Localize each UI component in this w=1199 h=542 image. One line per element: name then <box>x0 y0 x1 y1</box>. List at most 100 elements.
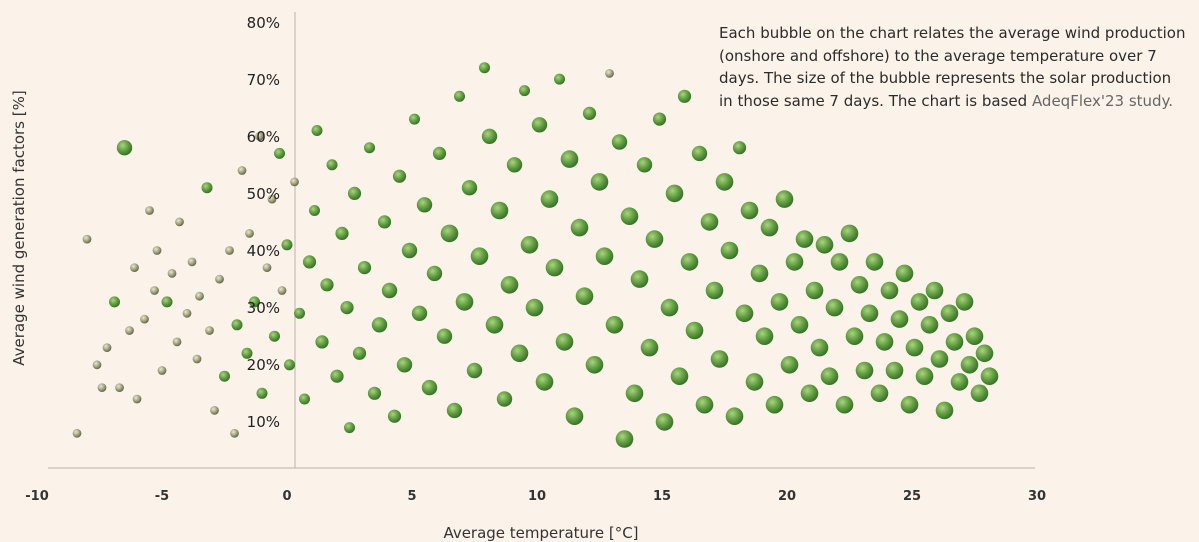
bubble <box>880 281 899 300</box>
bubble <box>157 366 167 375</box>
bubble <box>611 134 628 150</box>
bubble <box>269 330 280 342</box>
bubble <box>585 356 604 374</box>
bubble <box>900 395 919 414</box>
bubble <box>230 428 239 438</box>
x-tick-label: 30 <box>1028 489 1046 504</box>
bubble <box>237 166 247 175</box>
bubble <box>531 117 548 133</box>
bubble <box>409 113 420 125</box>
bubble <box>357 261 372 275</box>
bubble <box>715 173 734 191</box>
bubble <box>116 140 133 156</box>
bubble <box>281 239 293 251</box>
bubble <box>436 328 453 344</box>
bubble <box>700 213 719 231</box>
bubble <box>466 362 483 379</box>
bubble <box>481 128 498 144</box>
bubble <box>805 281 824 300</box>
bubble <box>510 344 529 363</box>
bubble <box>392 169 407 183</box>
bubble <box>855 361 874 380</box>
bubble <box>125 326 134 335</box>
x-tick-label: 0 <box>282 489 291 504</box>
chart-annotation: Each bubble on the chart relates the ave… <box>719 22 1189 112</box>
y-tick-label: 40% <box>247 242 280 260</box>
x-tick-label: 10 <box>528 489 546 504</box>
bubble <box>710 350 729 368</box>
bubble <box>920 316 939 334</box>
x-tick-labels: -10 -5 0 5 10 15 20 25 30 <box>25 489 1046 504</box>
bubble <box>364 142 375 154</box>
bubble <box>680 253 699 271</box>
bubble <box>860 304 879 323</box>
bubble <box>840 224 859 243</box>
bubble <box>446 402 463 419</box>
x-axis-title: Average temperature [°C] <box>443 524 638 542</box>
bubble <box>825 298 844 317</box>
bubble <box>192 354 202 364</box>
bubble <box>590 173 609 191</box>
bubble <box>910 293 929 311</box>
bubble <box>256 387 268 399</box>
bubble <box>645 230 664 248</box>
bubble <box>152 246 162 255</box>
bubble <box>182 308 192 318</box>
bubble <box>262 263 272 272</box>
x-tick-label: 5 <box>407 489 416 504</box>
y-tick-label: 60% <box>247 128 280 146</box>
bubble <box>387 409 402 423</box>
bubble <box>381 282 398 299</box>
bubble <box>760 218 779 237</box>
bubble <box>780 356 799 374</box>
bubble <box>352 346 367 360</box>
bubble <box>940 304 959 323</box>
bubble <box>485 316 504 334</box>
bubble <box>652 112 667 126</box>
bubble <box>525 298 544 317</box>
bubble <box>145 206 154 215</box>
bubble <box>367 386 382 400</box>
bubble <box>915 367 934 386</box>
bubble <box>231 319 243 331</box>
bubble <box>540 190 559 208</box>
bubble <box>890 310 909 328</box>
bubble <box>201 182 213 194</box>
bubble <box>870 384 889 403</box>
bubble <box>885 361 904 380</box>
bubble <box>620 207 639 225</box>
bubble <box>92 360 102 370</box>
y-tick-label: 50% <box>247 185 280 203</box>
bubble <box>461 180 478 196</box>
bubble <box>945 333 964 351</box>
bubble <box>765 395 784 414</box>
bubble <box>347 186 362 200</box>
bubble <box>582 106 597 120</box>
bubble <box>810 338 829 357</box>
bubble <box>565 407 584 426</box>
bubble <box>720 241 739 260</box>
bubble <box>905 338 924 357</box>
bubble <box>865 253 884 271</box>
bubble <box>411 305 428 321</box>
bubble <box>705 281 724 300</box>
bubble <box>735 304 754 323</box>
bubble <box>496 391 513 407</box>
bubble <box>277 286 287 295</box>
bubble <box>195 291 204 301</box>
bubble <box>875 333 894 351</box>
bubble <box>330 369 344 383</box>
bubble <box>830 253 849 271</box>
bubble <box>175 217 184 227</box>
bubble <box>371 317 388 333</box>
bubble <box>109 296 120 308</box>
bubble <box>790 316 809 334</box>
bubble <box>570 218 589 237</box>
bubble <box>432 146 447 160</box>
bubble <box>820 367 839 386</box>
bubble <box>520 236 539 254</box>
bubble <box>785 253 804 271</box>
bubble <box>479 62 490 74</box>
bubble <box>245 229 254 238</box>
bubble <box>167 269 177 278</box>
